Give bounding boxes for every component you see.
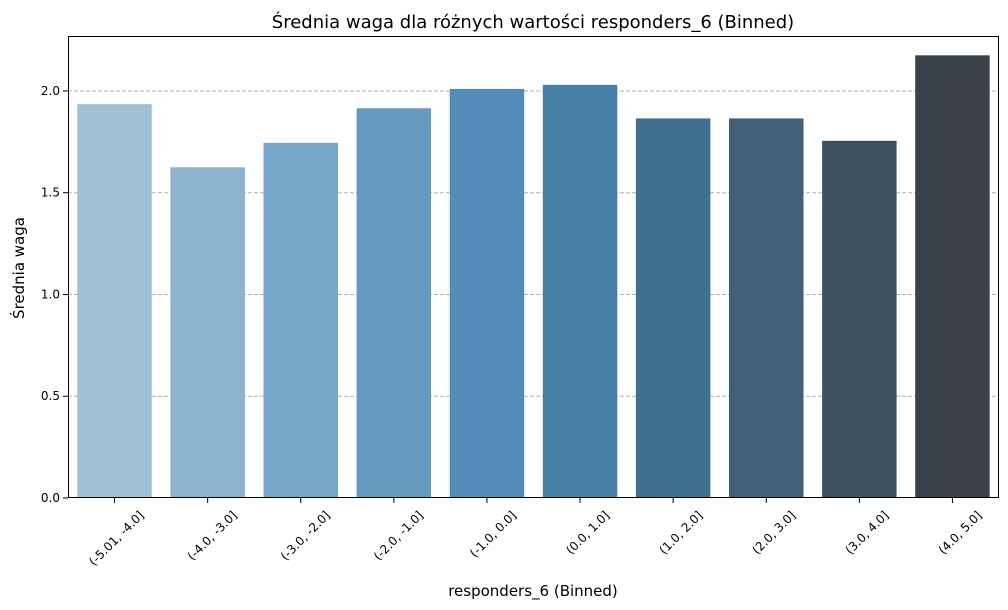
bar — [915, 55, 990, 498]
bar — [822, 140, 897, 498]
bars — [77, 55, 990, 499]
x-tick-label: (-4.0, -3.0] — [185, 508, 240, 563]
x-tick-label: (-5.01, -4.0] — [86, 508, 146, 568]
x-tick-label: (-3.0, -2.0] — [278, 508, 333, 563]
bar — [729, 118, 804, 499]
bar — [635, 118, 711, 499]
x-axis-ticks: (-5.01, -4.0] (-4.0, -3.0] (-3.0, -2.0] (-2… — [86, 498, 985, 569]
y-tick-label: 1.5 — [41, 186, 60, 200]
bar — [542, 84, 618, 498]
x-tick-label: (-1.0, 0.0] — [467, 508, 519, 560]
y-tick-label: 2.0 — [41, 84, 60, 98]
x-tick-label: (-2.0, -1.0] — [371, 508, 426, 563]
bar — [263, 142, 338, 498]
x-tick-label: (2.0, 3.0] — [749, 508, 798, 557]
x-axis-label: responders_6 (Binned) — [448, 582, 618, 601]
x-tick-label: (3.0, 4.0] — [843, 508, 892, 557]
y-tick-label: 0.5 — [41, 389, 60, 403]
x-tick-label: (1.0, 2.0] — [656, 508, 705, 557]
bar — [449, 88, 525, 499]
x-tick-label: (0.0, 1.0] — [563, 508, 612, 557]
bar — [356, 108, 432, 498]
x-tick-label: (4.0, 5.0] — [936, 508, 985, 557]
y-axis-label: Średnia waga — [9, 217, 28, 319]
plot-frame — [68, 36, 999, 498]
y-tick-label: 0.0 — [41, 491, 60, 505]
bar — [77, 104, 152, 499]
y-tick-label: 1.0 — [41, 287, 60, 301]
bar — [170, 167, 245, 498]
y-axis-ticks: 0.0 0.5 1.0 1.5 2.0 — [41, 84, 68, 505]
chart-title: Średnia waga dla różnych wartości respon… — [272, 11, 794, 33]
